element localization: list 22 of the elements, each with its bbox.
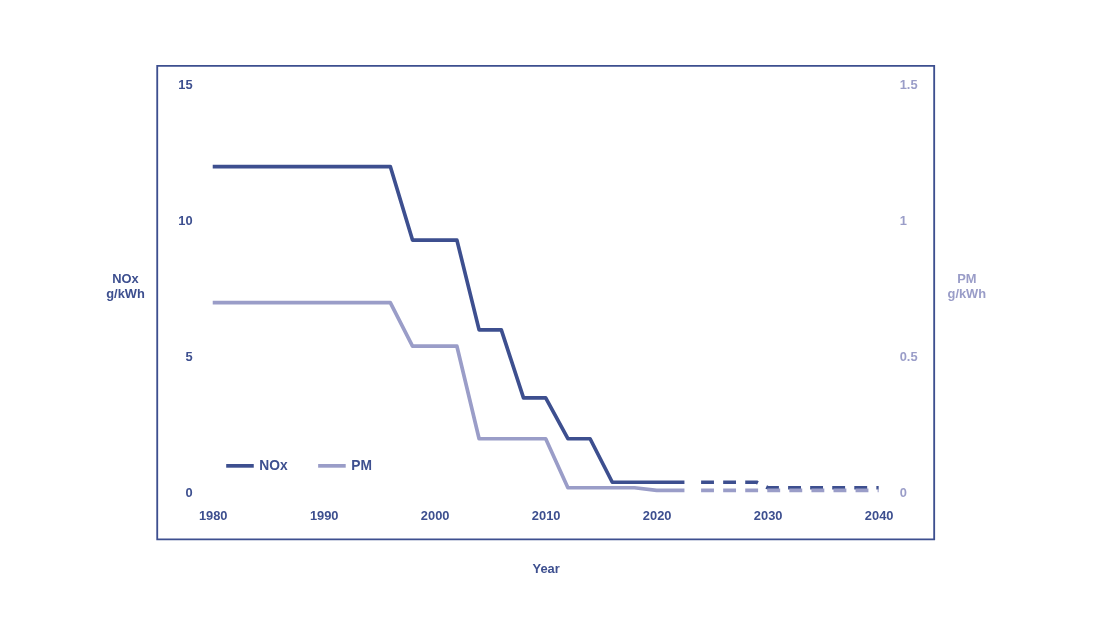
x-tick-label: 2040 (864, 507, 894, 523)
legend-label: NOx (259, 458, 288, 474)
y2-tick-label: 1 (899, 213, 907, 229)
x-tick-label: 2020 (642, 507, 672, 523)
y-axis-title: NOx g/kWh (106, 271, 145, 301)
y2-axis-title: PM g/kWh (947, 271, 987, 301)
y-tick-label: 15 (178, 77, 193, 93)
x-axis-title: Year (532, 560, 560, 576)
x-tick-label: 2000 (420, 507, 450, 523)
x-tick-label: 2030 (753, 507, 783, 523)
x-tick-label: 1990 (309, 507, 339, 523)
y2-tick-label: 1.5 (899, 77, 918, 93)
y2-tick-label: 0 (899, 485, 907, 501)
y-tick-label: 5 (185, 349, 193, 365)
y-tick-label: 10 (178, 213, 193, 229)
y2-tick-label: 0.5 (899, 349, 918, 365)
x-tick-label: 1980 (198, 507, 228, 523)
line-series (210, 164, 687, 485)
line-series (210, 300, 687, 493)
y-tick-label: 0 (185, 485, 193, 501)
legend-label: PM (351, 458, 372, 474)
x-tick-label: 2010 (531, 507, 561, 523)
